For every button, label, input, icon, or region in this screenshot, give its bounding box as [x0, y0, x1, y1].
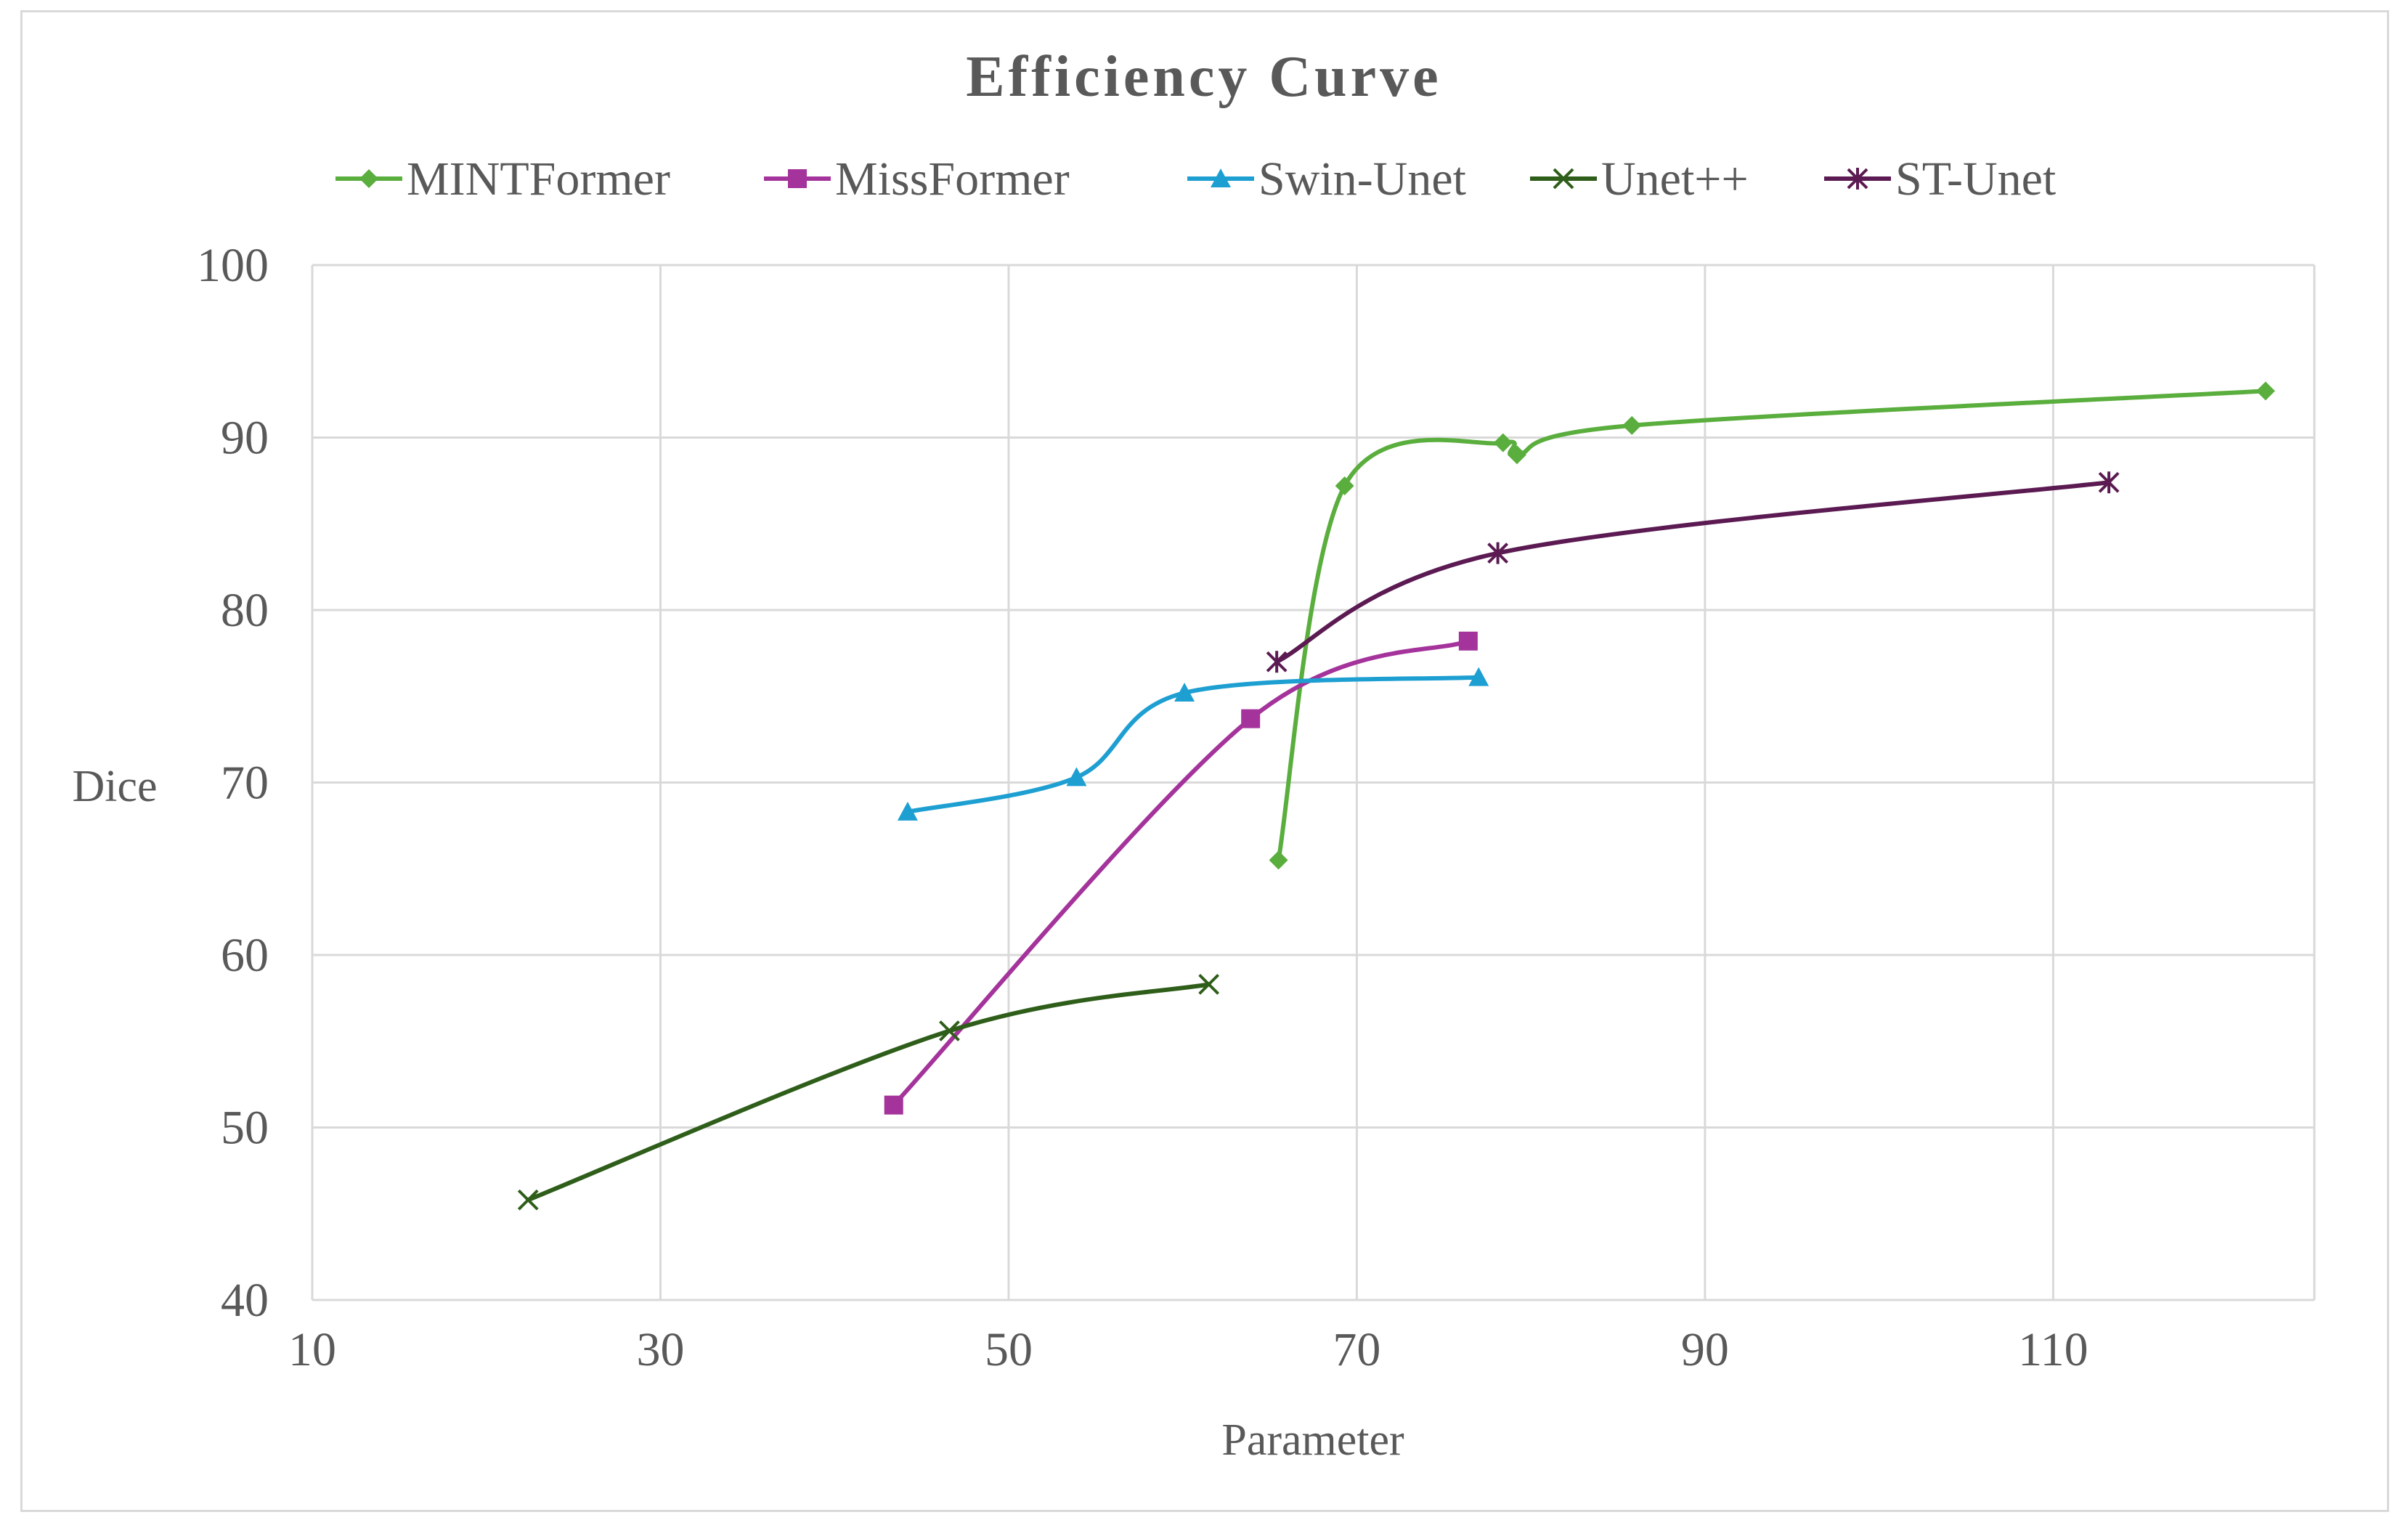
x-tick-label: 30	[636, 1323, 684, 1376]
y-tick-label: 90	[221, 412, 269, 465]
data-point-mintformer	[1335, 476, 1354, 495]
data-point-missformer	[1458, 631, 1478, 651]
data-point-mintformer	[1269, 850, 1288, 870]
legend-label: MINTFormer	[407, 153, 670, 206]
y-tick-label: 70	[221, 757, 269, 810]
data-point-missformer	[884, 1095, 903, 1115]
legend-item-st-unet: ST-Unet	[1824, 153, 2056, 206]
axis-tick-labels: 40 50 60 70 80 90 100 10 30 50 70 90 110	[197, 239, 2088, 1376]
data-point-unetplusplus	[517, 1189, 539, 1211]
series-mintformer	[1269, 381, 2275, 870]
legend-marker	[359, 169, 378, 188]
data-point-mintformer	[2256, 381, 2275, 401]
data-point-st-unet	[1266, 651, 1288, 673]
series-missformer	[884, 631, 1478, 1115]
legend-item-unetplusplus: Unet++	[1530, 153, 1749, 206]
legend-marker	[788, 169, 807, 188]
data-point-st-unet	[2098, 471, 2120, 494]
legend-label: ST-Unet	[1895, 153, 2056, 206]
series-line-st-unet	[1274, 480, 2112, 665]
data-point-st-unet	[1487, 542, 1509, 564]
legend-item-missformer: MissFormer	[764, 153, 1070, 206]
series-unetplusplus	[517, 973, 1220, 1211]
y-tick-label: 60	[221, 929, 269, 982]
legend-label: MissFormer	[835, 153, 1070, 206]
legend: MINTFormer MissFormer Swin-Unet Unet++ ST-Un…	[335, 153, 2056, 206]
x-tick-label: 10	[288, 1323, 336, 1376]
data-point-mintformer	[1622, 415, 1642, 435]
series-line-swin-unet	[905, 675, 1481, 814]
series-st-unet	[1266, 471, 2120, 673]
data-point-swin-unet	[897, 801, 918, 821]
x-tick-label: 110	[2018, 1323, 2088, 1376]
y-tick-label: 80	[221, 584, 269, 637]
y-tick-label: 40	[221, 1274, 269, 1327]
series-swin-unet	[897, 667, 1489, 821]
legend-marker	[1847, 168, 1868, 190]
data-point-swin-unet	[1066, 767, 1087, 787]
data-point-swin-unet	[1174, 683, 1195, 702]
grid-lines	[311, 264, 2316, 1301]
legend-item-swin-unet: Swin-Unet	[1187, 153, 1466, 206]
x-tick-label: 90	[1681, 1323, 1729, 1376]
y-tick-label: 100	[197, 239, 269, 292]
data-point-unetplusplus	[939, 1020, 960, 1041]
data-point-mintformer	[1507, 445, 1526, 465]
data-point-swin-unet	[1468, 667, 1489, 686]
x-tick-label: 50	[985, 1323, 1033, 1376]
legend-label: Swin-Unet	[1258, 153, 1466, 206]
legend-marker	[1211, 168, 1231, 187]
data-point-unetplusplus	[1198, 973, 1220, 995]
series-line-mintformer	[1276, 389, 2268, 863]
series-lines	[517, 381, 2275, 1211]
y-tick-label: 50	[221, 1102, 269, 1155]
x-tick-label: 70	[1333, 1323, 1380, 1376]
legend-item-mintformer: MINTFormer	[335, 153, 670, 206]
x-axis-title: Parameter	[1221, 1415, 1404, 1465]
series-line-missformer	[891, 638, 1471, 1108]
series-line-unetplusplus	[526, 982, 1211, 1203]
legend-label: Unet++	[1601, 153, 1749, 206]
data-point-mintformer	[1493, 433, 1513, 452]
chart-title: Efficiency Curve	[966, 45, 1441, 109]
y-axis-title: Dice	[72, 762, 157, 811]
legend-marker	[1553, 168, 1574, 190]
data-point-missformer	[1241, 709, 1261, 728]
